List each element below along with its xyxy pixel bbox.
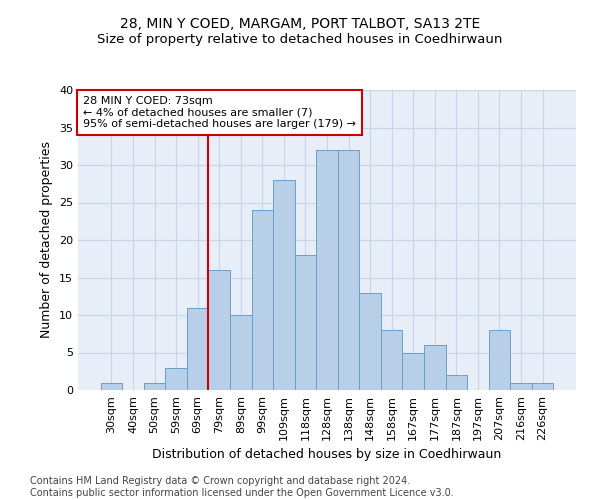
Bar: [208, 270, 230, 390]
Bar: [488, 330, 510, 390]
Bar: [381, 330, 403, 390]
Bar: [424, 345, 446, 390]
Text: 28, MIN Y COED, MARGAM, PORT TALBOT, SA13 2TE: 28, MIN Y COED, MARGAM, PORT TALBOT, SA1…: [120, 18, 480, 32]
Bar: [338, 150, 359, 390]
Y-axis label: Number of detached properties: Number of detached properties: [40, 142, 53, 338]
Bar: [101, 382, 122, 390]
Bar: [403, 352, 424, 390]
Bar: [166, 368, 187, 390]
Bar: [144, 382, 166, 390]
Bar: [230, 315, 251, 390]
Bar: [359, 292, 381, 390]
Bar: [295, 255, 316, 390]
Bar: [510, 382, 532, 390]
X-axis label: Distribution of detached houses by size in Coedhirwaun: Distribution of detached houses by size …: [152, 448, 502, 461]
Text: Size of property relative to detached houses in Coedhirwaun: Size of property relative to detached ho…: [97, 32, 503, 46]
Bar: [187, 308, 208, 390]
Bar: [446, 375, 467, 390]
Bar: [316, 150, 338, 390]
Text: Contains HM Land Registry data © Crown copyright and database right 2024.
Contai: Contains HM Land Registry data © Crown c…: [30, 476, 454, 498]
Bar: [273, 180, 295, 390]
Text: 28 MIN Y COED: 73sqm
← 4% of detached houses are smaller (7)
95% of semi-detache: 28 MIN Y COED: 73sqm ← 4% of detached ho…: [83, 96, 356, 129]
Bar: [532, 382, 553, 390]
Bar: [251, 210, 273, 390]
